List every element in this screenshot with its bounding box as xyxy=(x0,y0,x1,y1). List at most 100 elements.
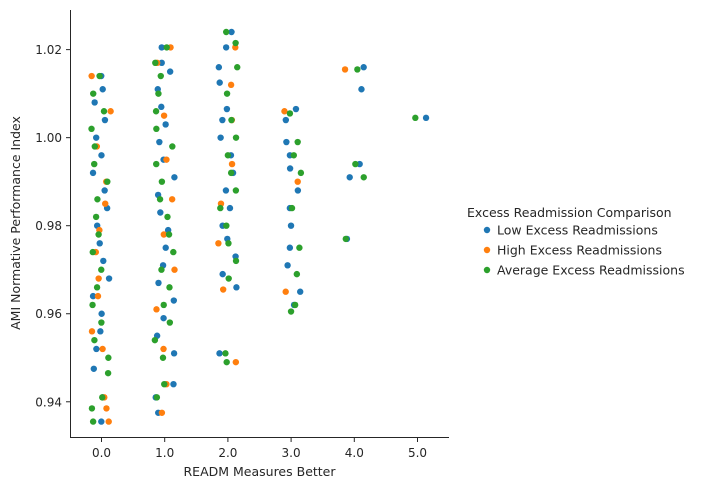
data-point xyxy=(223,28,230,36)
data-point xyxy=(228,160,236,168)
data-point xyxy=(360,64,367,71)
legend-label: High Excess Readmissions xyxy=(497,243,662,258)
data-point xyxy=(216,79,223,86)
data-point xyxy=(153,306,160,313)
data-point xyxy=(232,39,239,47)
data-point xyxy=(158,178,166,185)
data-point xyxy=(158,103,165,111)
data-point xyxy=(94,196,101,203)
data-point xyxy=(160,301,167,309)
data-point xyxy=(97,328,104,335)
data-point xyxy=(223,222,230,229)
data-point xyxy=(89,169,97,177)
data-point xyxy=(163,44,170,51)
data-point xyxy=(284,262,291,269)
legend-label: Average Excess Readmissions xyxy=(497,263,685,278)
data-point xyxy=(171,266,178,273)
data-point xyxy=(217,134,224,141)
y-ticks: 0.94 0.96 0.98 1.00 1.02 xyxy=(35,43,71,409)
data-point xyxy=(92,213,100,221)
data-point xyxy=(159,354,167,361)
data-point xyxy=(232,358,240,366)
y-tick-label: 1.02 xyxy=(35,43,62,57)
data-point xyxy=(297,288,304,295)
data-point xyxy=(96,72,103,80)
data-point xyxy=(290,152,297,159)
data-point xyxy=(215,64,223,71)
data-point xyxy=(217,204,224,212)
data-point xyxy=(222,187,230,194)
data-point xyxy=(222,44,230,51)
data-point xyxy=(225,240,232,247)
data-point xyxy=(162,121,169,128)
data-point xyxy=(163,156,170,163)
data-point xyxy=(96,240,103,247)
data-point xyxy=(160,345,167,353)
data-point xyxy=(412,114,419,122)
data-point xyxy=(170,380,177,388)
data-point xyxy=(294,178,301,185)
data-point xyxy=(232,257,240,265)
data-point xyxy=(286,244,294,251)
data-point xyxy=(91,99,98,106)
data-point xyxy=(107,108,114,115)
data-point xyxy=(352,160,359,168)
data-point xyxy=(104,178,111,185)
data-point xyxy=(288,204,296,212)
data-point xyxy=(93,134,100,141)
data-point xyxy=(166,68,174,75)
data-point xyxy=(94,292,102,300)
data-point xyxy=(170,297,178,304)
x-tick-label: 3.0 xyxy=(282,446,301,460)
x-tick-label: 4.0 xyxy=(345,446,364,460)
series-low-excess-readmissions xyxy=(89,28,430,425)
data-point xyxy=(105,354,112,361)
data-point xyxy=(157,209,164,216)
data-point xyxy=(99,394,106,401)
y-tick-label: 0.94 xyxy=(35,395,62,409)
data-point xyxy=(88,125,95,133)
data-point xyxy=(219,116,226,124)
series-high-excess-readmissions xyxy=(88,44,349,425)
legend-marker xyxy=(483,266,491,274)
data-point xyxy=(155,90,162,97)
data-point xyxy=(88,328,96,335)
data-point xyxy=(160,231,168,238)
data-point xyxy=(157,72,164,80)
data-point xyxy=(105,275,113,282)
data-point xyxy=(151,336,159,344)
x-axis-label: READM Measures Better xyxy=(183,464,336,479)
data-point xyxy=(287,222,295,229)
data-point xyxy=(89,292,97,300)
data-point xyxy=(89,418,97,425)
data-point xyxy=(169,143,176,150)
y-tick-label: 0.96 xyxy=(35,307,62,321)
data-point xyxy=(98,152,105,159)
data-point xyxy=(223,105,231,113)
data-point xyxy=(216,350,223,357)
series-average-excess-readmissions xyxy=(88,28,419,425)
data-point xyxy=(215,240,222,247)
data-point xyxy=(296,244,303,251)
data-point xyxy=(286,110,294,117)
x-tick-label: 0.0 xyxy=(92,446,111,460)
data-point xyxy=(168,196,176,203)
data-point xyxy=(156,138,163,146)
data-point xyxy=(88,72,95,80)
data-point xyxy=(294,138,301,146)
data-point xyxy=(95,275,102,282)
data-point xyxy=(291,301,299,309)
data-point xyxy=(354,66,361,73)
data-point xyxy=(171,174,178,181)
legend-label: Low Excess Readmissions xyxy=(497,223,658,238)
data-point xyxy=(227,81,235,89)
y-axis-label: AMI Normative Performance Index xyxy=(8,116,23,330)
data-point xyxy=(158,59,165,67)
data-point xyxy=(219,270,226,278)
x-tick-label: 1.0 xyxy=(155,446,174,460)
data-point xyxy=(170,350,178,357)
data-point xyxy=(282,288,289,295)
y-tick-label: 1.00 xyxy=(35,131,62,145)
data-point xyxy=(152,59,159,67)
